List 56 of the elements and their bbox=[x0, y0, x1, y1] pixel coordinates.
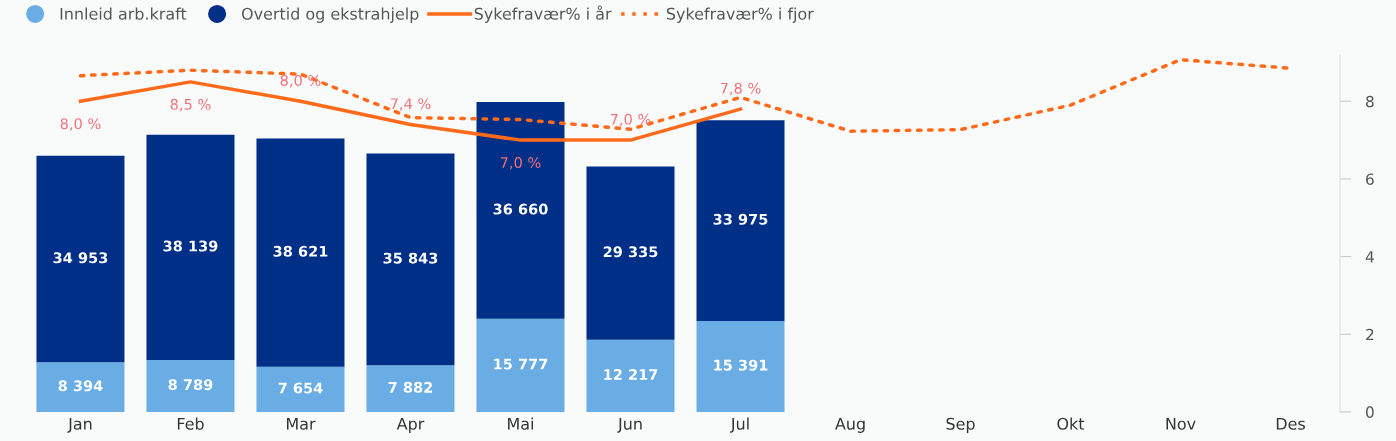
data-label: 15 391 bbox=[714, 359, 768, 371]
data-label: 7 882 bbox=[388, 381, 433, 393]
x-tick-label: Okt bbox=[1057, 417, 1085, 430]
legend-label: Overtid og ekstrahjelp bbox=[241, 7, 419, 23]
bar bbox=[36, 155, 125, 363]
bar bbox=[366, 153, 455, 366]
data-label: 7,8 % bbox=[720, 82, 761, 96]
bar bbox=[476, 318, 565, 412]
x-tick-label: Nov bbox=[1166, 417, 1196, 430]
x-tick-label: Mai bbox=[508, 417, 533, 430]
y-tick-label: 6 bbox=[1366, 173, 1374, 185]
y-tick-label: 0 bbox=[1366, 406, 1374, 418]
x-tick-label: Jun bbox=[617, 417, 642, 433]
data-label: 29 335 bbox=[603, 246, 658, 258]
x-tick-label: Des bbox=[1276, 417, 1305, 430]
data-label: 12 217 bbox=[604, 369, 658, 380]
y-tick-label: 2 bbox=[1366, 328, 1374, 341]
bar bbox=[146, 134, 235, 360]
bar bbox=[366, 365, 455, 412]
data-label: 8 789 bbox=[168, 379, 213, 391]
data-label: 8,5 % bbox=[170, 98, 211, 112]
bar bbox=[696, 320, 785, 412]
data-label: 35 843 bbox=[383, 252, 438, 264]
legend-label: Sykefravær% i fjor bbox=[666, 7, 814, 23]
bar bbox=[476, 102, 565, 319]
bar bbox=[256, 138, 345, 367]
legend-label: Innleid arb.kraft bbox=[60, 7, 187, 20]
data-label: 38 139 bbox=[163, 240, 218, 252]
data-label: 38 621 bbox=[273, 245, 328, 257]
bar bbox=[256, 366, 345, 412]
data-label: 8,0 % bbox=[60, 118, 101, 131]
data-label: 15 777 bbox=[494, 358, 548, 370]
x-tick-label: Jan bbox=[67, 417, 92, 433]
data-label: 34 953 bbox=[53, 252, 108, 264]
data-label: 33 975 bbox=[713, 213, 768, 225]
bar bbox=[146, 359, 235, 412]
data-label: 7,4 % bbox=[390, 98, 431, 111]
data-label: 7,0 % bbox=[500, 157, 541, 170]
data-label: 8 394 bbox=[58, 380, 103, 392]
x-tick-label: Feb bbox=[177, 417, 204, 430]
bar bbox=[586, 339, 675, 412]
y-tick-label: 4 bbox=[1365, 251, 1374, 263]
bar bbox=[36, 362, 125, 412]
data-label: 7,0 % bbox=[610, 113, 651, 127]
bar bbox=[586, 166, 675, 340]
x-tick-label: Mar bbox=[286, 417, 316, 430]
x-tick-label: Sep bbox=[946, 417, 975, 433]
x-tick-label: Jul bbox=[730, 417, 749, 433]
data-label: 7 654 bbox=[278, 382, 323, 394]
x-tick-label: Apr bbox=[396, 417, 425, 433]
y-tick-label: 8 bbox=[1366, 95, 1374, 108]
x-tick-label: Aug bbox=[835, 417, 865, 433]
legend-label: Sykefravær% i år bbox=[474, 5, 612, 23]
data-label: 36 660 bbox=[493, 203, 548, 215]
bar bbox=[696, 120, 785, 321]
data-label: 8,0 % bbox=[280, 74, 321, 88]
